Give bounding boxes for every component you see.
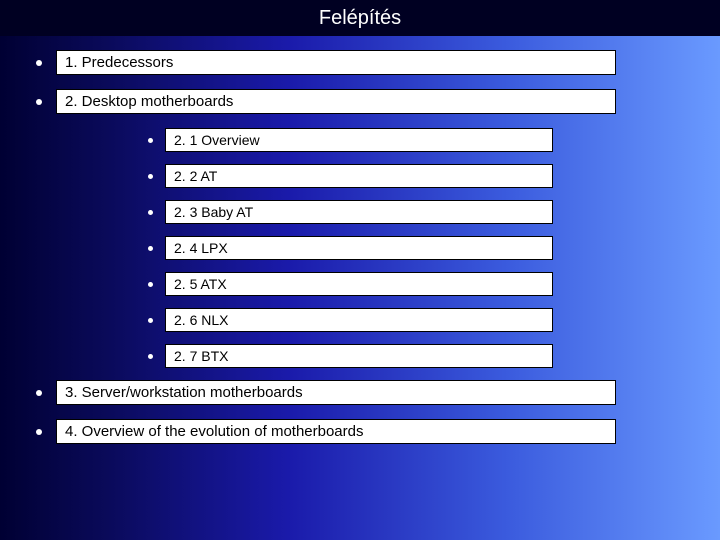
bullet-icon [148, 138, 153, 143]
bullet-icon [148, 246, 153, 251]
content-area: 1. Predecessors 2. Desktop motherboards … [0, 50, 720, 458]
slide: Felépítés 1. Predecessors 2. Desktop mot… [0, 0, 720, 540]
item-label: 2. 1 Overview [165, 128, 553, 152]
list-item: 2. 4 LPX [0, 236, 720, 260]
list-item: 3. Server/workstation motherboards [0, 380, 720, 405]
bullet-icon [148, 354, 153, 359]
item-label: 2. 5 ATX [165, 272, 553, 296]
item-label: 2. 6 NLX [165, 308, 553, 332]
bullet-icon [148, 210, 153, 215]
bullet-icon [148, 282, 153, 287]
item-label: 2. 4 LPX [165, 236, 553, 260]
bullet-icon [36, 99, 42, 105]
list-item: 2. 5 ATX [0, 272, 720, 296]
item-label: 2. 2 AT [165, 164, 553, 188]
slide-title: Felépítés [319, 7, 401, 30]
item-label: 2. 7 BTX [165, 344, 553, 368]
list-item: 1. Predecessors [0, 50, 720, 75]
bullet-icon [148, 318, 153, 323]
item-label: 2. 3 Baby AT [165, 200, 553, 224]
list-item: 2. Desktop motherboards [0, 89, 720, 114]
item-label: 2. Desktop motherboards [56, 89, 616, 114]
item-label: 1. Predecessors [56, 50, 616, 75]
list-item: 2. 1 Overview [0, 128, 720, 152]
bullet-icon [36, 390, 42, 396]
list-item: 2. 3 Baby AT [0, 200, 720, 224]
list-item: 2. 2 AT [0, 164, 720, 188]
list-item: 4. Overview of the evolution of motherbo… [0, 419, 720, 444]
item-label: 4. Overview of the evolution of motherbo… [56, 419, 616, 444]
list-item: 2. 6 NLX [0, 308, 720, 332]
bullet-icon [36, 429, 42, 435]
bullet-icon [36, 60, 42, 66]
item-label: 3. Server/workstation motherboards [56, 380, 616, 405]
list-item: 2. 7 BTX [0, 344, 720, 368]
bullet-icon [148, 174, 153, 179]
title-bar: Felépítés [0, 0, 720, 36]
